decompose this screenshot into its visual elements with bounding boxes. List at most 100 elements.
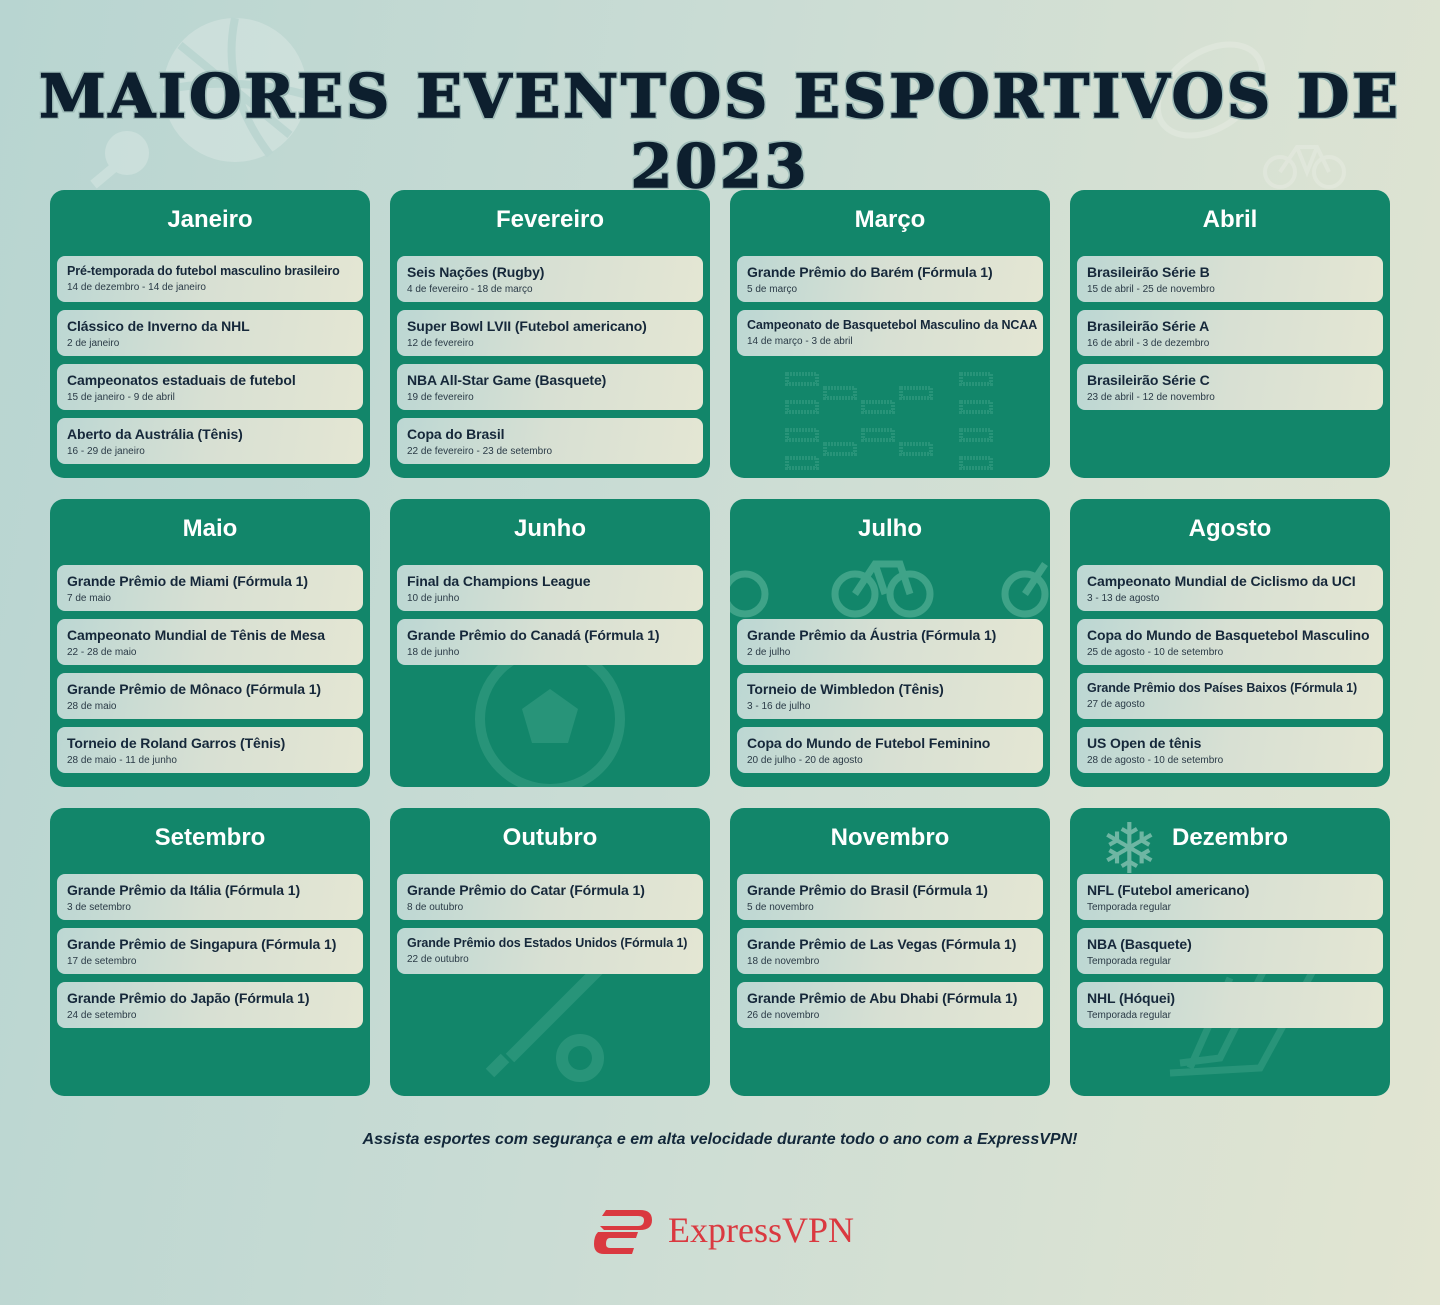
event-name: Grande Prêmio de Singapura (Fórmula 1) [67,936,337,952]
month-card-dezembro: Dezembro ❄ NFL (Futebol americano) Temporad… [1070,808,1390,1096]
event-item: NBA All-Star Game (Basquete) 19 de fevere… [397,364,703,410]
event-name: Seis Nações (Rugby) [407,264,545,280]
event-date: 22 de fevereiro - 23 de setembro [407,446,553,457]
event-item: Campeonato de Basquetebol Masculino da N… [737,310,1043,356]
event-date: 10 de junho [407,593,460,604]
expressvpn-logo[interactable]: ExpressVPN [590,1204,854,1256]
event-date: 17 de setembro [67,956,137,967]
event-item: NFL (Futebol americano) Temporada regular [1077,874,1383,920]
event-item: Aberto da Austrália (Tênis) 16 - 29 de ja… [57,418,363,464]
event-name: Grande Prêmio de Abu Dhabi (Fórmula 1) [747,990,1018,1006]
month-title: Agosto [1188,515,1272,542]
event-item: Clássico de Inverno da NHL 2 de janeiro [57,310,363,356]
event-item: Grande Prêmio da Itália (Fórmula 1) 3 de … [57,874,363,920]
event-name: Campeonato de Basquetebol Masculino da N… [747,318,1038,332]
event-name: Grande Prêmio da Áustria (Fórmula 1) [747,627,997,643]
event-item: Copa do Mundo de Futebol Feminino 20 de j… [737,727,1043,773]
event-date: 19 de fevereiro [407,392,474,403]
expressvpn-logo-icon [594,1210,652,1254]
event-item: Copa do Brasil 22 de fevereiro - 23 de se… [397,418,703,464]
event-name: Grande Prêmio de Miami (Fórmula 1) [67,573,308,589]
month-title: Setembro [154,824,266,851]
event-date: 3 - 16 de julho [747,701,811,712]
event-date: 5 de março [747,284,798,295]
month-title: Abril [1202,206,1258,233]
event-item: Grande Prêmio de Abu Dhabi (Fórmula 1) 26… [737,982,1043,1028]
event-date: 26 de novembro [747,1010,820,1021]
event-date: 3 de setembro [67,902,131,913]
event-item: Campeonatos estaduais de futebol 15 de ja… [57,364,363,410]
month-title: Outubro [502,824,598,851]
month-title: Dezembro [1171,824,1289,851]
event-item: Grande Prêmio de Miami (Fórmula 1) 7 de m… [57,565,363,611]
event-date: 8 de outubro [407,902,464,913]
event-date: 23 de abril - 12 de novembro [1087,392,1215,403]
event-item: Grande Prêmio do Catar (Fórmula 1) 8 de o… [397,874,703,920]
event-name: NBA (Basquete) [1087,936,1192,952]
event-name: Copa do Brasil [407,426,505,442]
event-name: Torneio de Roland Garros (Tênis) [67,735,286,751]
event-name: Aberto da Austrália (Tênis) [67,426,243,442]
expressvpn-logo-text: ExpressVPN [668,1210,854,1250]
event-date: Temporada regular [1087,902,1171,913]
month-card-setembro: Setembro Grande Prêmio da Itália (Fórmula… [50,808,370,1096]
event-item: Grande Prêmio do Brasil (Fórmula 1) 5 de … [737,874,1043,920]
event-item: NHL (Hóquei) Temporada regular [1077,982,1383,1028]
month-card-outubro: Outubro Grande Prêmio do Catar (Fórmula 1… [390,808,710,1096]
event-name: Grande Prêmio do Canadá (Fórmula 1) [407,627,660,643]
event-item: Grande Prêmio do Canadá (Fórmula 1) 18 de… [397,619,703,665]
month-title: Fevereiro [495,206,605,233]
month-card-maio: Maio Grande Prêmio de Miami (Fórmula 1) 7 … [50,499,370,787]
event-date: Temporada regular [1087,1010,1171,1021]
event-name: Grande Prêmio do Catar (Fórmula 1) [407,882,645,898]
event-name: Grande Prêmio de Mônaco (Fórmula 1) [67,681,321,697]
event-name: Final da Champions League [407,573,591,589]
event-name: Grande Prêmio do Japão (Fórmula 1) [67,990,310,1006]
event-date: 14 de março - 3 de abril [747,336,853,347]
event-item: Grande Prêmio do Barém (Fórmula 1) 5 de m… [737,256,1043,302]
football-icon [1154,41,1266,139]
event-date: 22 de outubro [407,954,469,965]
event-name: NFL (Futebol americano) [1087,882,1250,898]
month-title: Maio [182,515,238,542]
event-item: Campeonato Mundial de Ciclismo da UCI 3 -… [1077,565,1383,611]
event-name: Brasileirão Série A [1087,318,1210,334]
event-item: Brasileirão Série C 23 de abril - 12 de n… [1077,364,1383,410]
event-item: Torneio de Roland Garros (Tênis) 28 de ma… [57,727,363,773]
month-card-novembro: Novembro Grande Prêmio do Brasil (Fórmula… [730,808,1050,1096]
month-title: Julho [858,515,922,542]
event-item: Grande Prêmio da Áustria (Fórmula 1) 2 de… [737,619,1043,665]
event-date: 15 de abril - 25 de novembro [1087,284,1215,295]
month-title: Janeiro [167,206,253,233]
event-date: 22 - 28 de maio [67,647,137,658]
event-date: 3 - 13 de agosto [1087,593,1160,604]
event-item: Campeonato Mundial de Tênis de Mesa 22 - … [57,619,363,665]
bicycle-icon [730,549,1050,624]
month-card-janeiro: Janeiro Pré-temporada do futebol masculin… [50,190,370,478]
event-name: Grande Prêmio do Barém (Fórmula 1) [747,264,993,280]
event-item: Grande Prêmio dos Estados Unidos (Fórmul… [397,928,703,974]
event-date: 28 de maio - 11 de junho [67,755,177,766]
month-card-junho: Junho Final da Champions League 10 de junh… [390,499,710,787]
event-date: 7 de maio [67,593,111,604]
basketball-icon [162,17,309,162]
event-date: 16 de abril - 3 de dezembro [1087,338,1210,349]
event-name: Grande Prêmio de Las Vegas (Fórmula 1) [747,936,1017,952]
month-card-fevereiro: Fevereiro Seis Nações (Rugby) 4 de feverei… [390,190,710,478]
event-date: 4 de fevereiro - 18 de março [407,284,533,295]
event-name: US Open de tênis [1087,735,1202,751]
event-date: 14 de dezembro - 14 de janeiro [67,282,206,293]
event-name: Brasileirão Série C [1087,372,1210,388]
event-date: 5 de novembro [747,902,814,913]
month-title: Junho [514,515,586,542]
event-name: Campeonato Mundial de Tênis de Mesa [67,627,325,643]
event-item: Final da Champions League 10 de junho [397,565,703,611]
ping-pong-paddle-icon [90,131,149,189]
tagline: Assista esportes com segurança e em alta… [362,1131,1078,1148]
event-date: 20 de julho - 20 de agosto [747,755,863,766]
event-item: Brasileirão Série B 15 de abril - 25 de n… [1077,256,1383,302]
event-name: Copa do Mundo de Futebol Feminino [747,735,991,751]
event-name: Grande Prêmio dos Países Baixos (Fórmula… [1087,681,1358,695]
event-name: Copa do Mundo de Basquetebol Masculino [1087,627,1370,643]
tournament-bracket-icon [785,372,995,477]
